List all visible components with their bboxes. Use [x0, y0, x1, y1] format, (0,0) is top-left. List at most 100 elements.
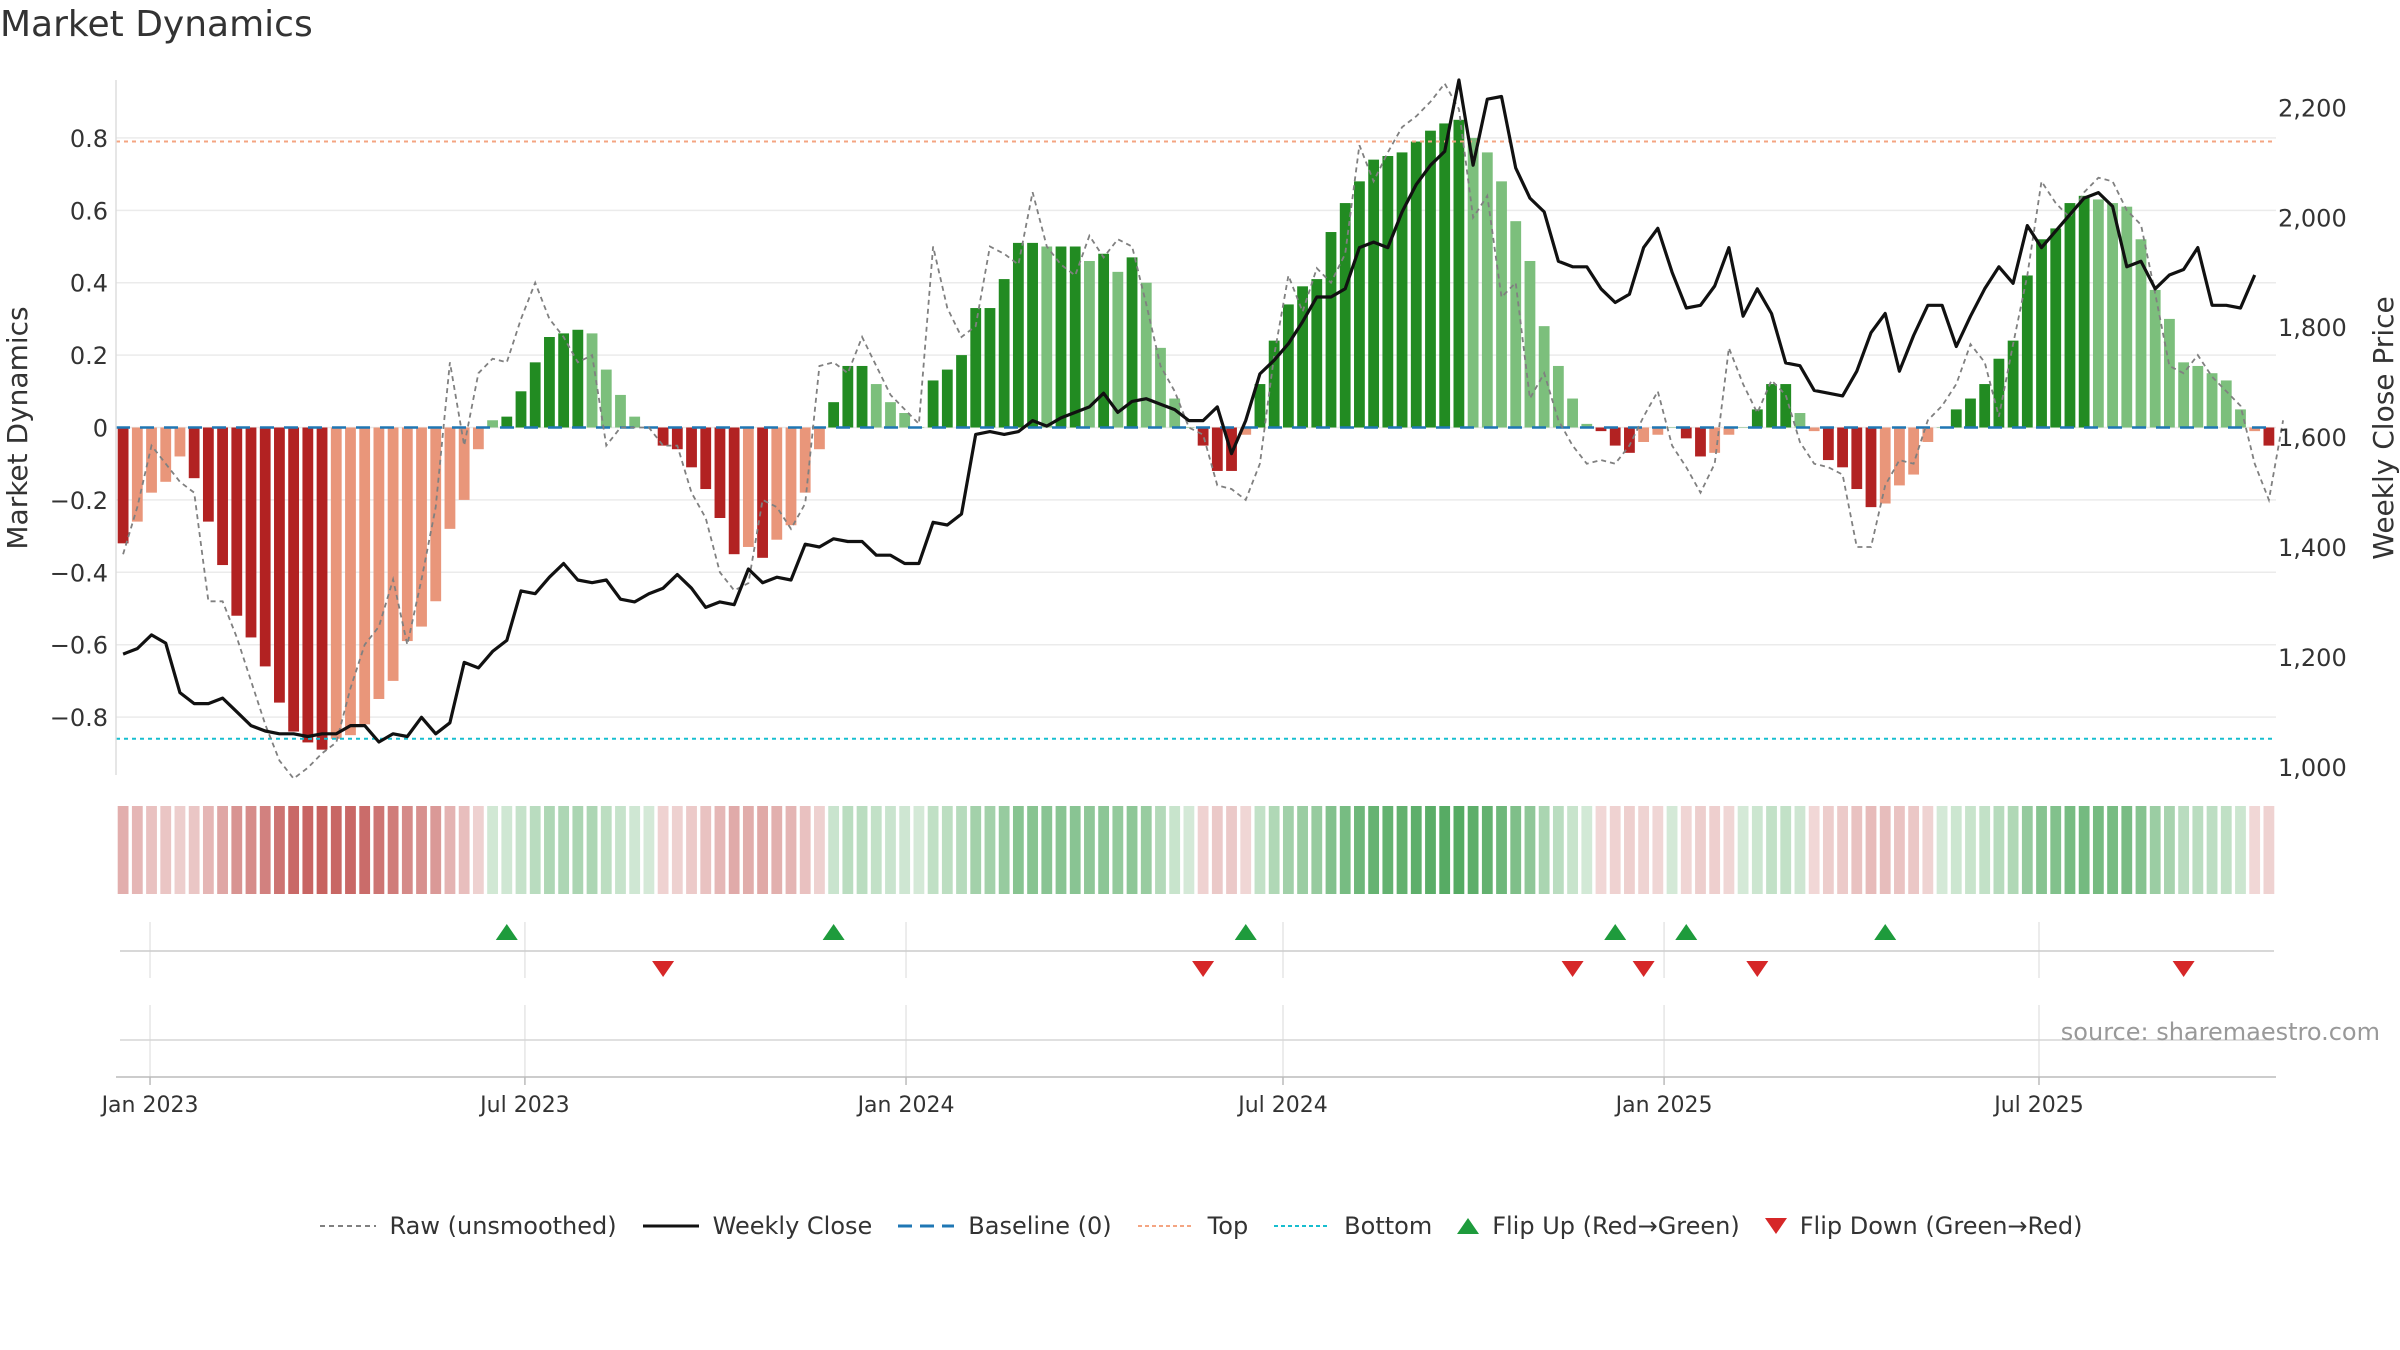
regime-cell — [1496, 806, 1507, 894]
regime-cell — [1112, 806, 1124, 894]
legend-item-raw: Raw (unsmoothed) — [318, 1212, 617, 1240]
y-tick-label: −0.8 — [50, 704, 108, 732]
legend-raw-label: Raw (unsmoothed) — [389, 1212, 617, 1240]
y-tick-label: 0.4 — [70, 270, 108, 298]
dynamics-bar — [1552, 365, 1564, 428]
regime-cell — [1822, 806, 1834, 894]
dynamics-bar — [1282, 304, 1294, 428]
dynamics-bar — [998, 279, 1010, 428]
regime-cell — [2107, 806, 2118, 894]
dynamics-bar — [1325, 232, 1337, 428]
dynamics-bar — [984, 308, 996, 428]
dynamics-bar — [586, 333, 598, 428]
y2-tick-label: 1,400 — [2278, 534, 2347, 562]
regime-cell — [146, 806, 157, 894]
dynamics-bar — [1524, 260, 1536, 428]
regime-cell — [1240, 806, 1252, 894]
legend-item-top: Top — [1136, 1212, 1248, 1240]
dynamics-bar — [657, 427, 669, 446]
regime-cell — [2078, 806, 2090, 894]
regime-cell — [686, 806, 697, 894]
regime-cell — [501, 806, 513, 894]
dynamics-bar — [1183, 427, 1195, 428]
regime-cell — [2263, 806, 2275, 894]
dynamics-bar — [1822, 427, 1834, 461]
bars-layer — [117, 119, 2275, 750]
y-tick-label: 0.2 — [70, 342, 108, 370]
regime-cell — [2220, 806, 2232, 894]
regime-cell — [529, 806, 541, 894]
regime-cell — [316, 806, 328, 894]
regime-strip — [117, 806, 2275, 894]
regime-cell — [1780, 806, 1792, 894]
regime-cell — [1041, 806, 1053, 894]
regime-cell — [1624, 806, 1635, 894]
legend-item-flip-up: Flip Up (Red→Green) — [1456, 1212, 1740, 1240]
regime-cell — [615, 806, 626, 894]
dynamics-bar — [2135, 239, 2147, 428]
y2-tick-label: 1,600 — [2278, 424, 2347, 452]
regime-cell — [1538, 806, 1550, 894]
dynamics-bar — [1439, 123, 1451, 428]
regime-cell — [1723, 806, 1735, 894]
dynamics-bar — [2149, 289, 2161, 428]
regime-cell — [728, 806, 740, 894]
chart-title: Market Dynamics — [0, 4, 313, 45]
dynamics-bar — [160, 427, 172, 482]
dynamics-bar — [2021, 275, 2033, 428]
regime-cell — [1524, 806, 1536, 894]
dynamics-bar — [472, 427, 484, 450]
lines-layer — [122, 78, 2284, 780]
regime-cell — [572, 806, 584, 894]
dynamics-bar — [1041, 246, 1053, 428]
dynamics-bar — [899, 413, 911, 428]
legend-baseline-symbol — [898, 1224, 955, 1228]
regime-cell — [927, 806, 939, 894]
regime-cell — [1737, 806, 1749, 894]
dynamics-bar — [1382, 156, 1394, 428]
legend-bottom-label: Bottom — [1344, 1212, 1433, 1240]
x-tick-label: Jul 2024 — [1236, 1093, 1328, 1118]
dynamics-bar — [1098, 253, 1110, 428]
dynamics-bar — [2164, 318, 2175, 428]
regime-cell — [1794, 806, 1806, 894]
regime-cell — [1979, 806, 1991, 894]
dynamics-bar — [1240, 427, 1252, 435]
regime-cell — [1894, 806, 1905, 894]
dynamics-bar — [1169, 398, 1181, 428]
regime-cell — [458, 806, 470, 894]
dynamics-bar — [2192, 365, 2204, 428]
regime-cell — [231, 806, 243, 894]
flip-down-marker — [1192, 961, 1215, 977]
dynamics-bar — [1510, 221, 1522, 428]
regime-cell — [1126, 806, 1138, 894]
dynamics-bar — [529, 362, 541, 428]
regime-cell — [1950, 806, 1962, 894]
legend-bottom-symbol — [1274, 1225, 1331, 1227]
dynamics-bar — [544, 337, 555, 428]
dynamics-bar — [1368, 159, 1380, 428]
regime-cell — [899, 806, 911, 894]
regime-cell — [1808, 806, 1820, 894]
dynamics-bar — [188, 427, 200, 479]
dynamics-bar — [686, 427, 697, 468]
regime-cell — [913, 806, 925, 894]
regime-cell — [188, 806, 200, 894]
regime-cell — [1851, 806, 1863, 894]
x-tick-label: Jul 2025 — [1992, 1093, 2084, 1118]
regime-cell — [785, 806, 797, 894]
regime-cell — [274, 806, 285, 894]
dynamics-bar — [1624, 427, 1635, 453]
regime-cell — [1155, 806, 1166, 894]
dynamics-bar — [2092, 199, 2104, 428]
regime-cell — [117, 806, 129, 894]
regime-cell — [2007, 806, 2019, 894]
dynamics-bar — [870, 384, 882, 428]
regime-cell — [1268, 806, 1280, 894]
regime-cell — [1169, 806, 1181, 894]
legend-item-close: Weekly Close — [641, 1212, 872, 1240]
dynamics-bar — [1581, 423, 1593, 428]
y-tick-label: 0 — [93, 415, 108, 443]
regime-cell — [1325, 806, 1337, 894]
regime-cell — [1467, 806, 1479, 894]
